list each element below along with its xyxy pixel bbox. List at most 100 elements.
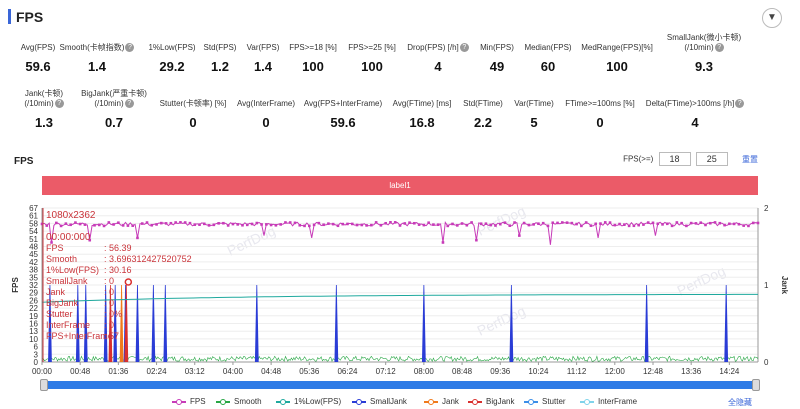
fps-point xyxy=(298,223,302,227)
help-icon[interactable]: ? xyxy=(459,43,469,53)
fps-point xyxy=(217,222,220,225)
legend-item[interactable]: 1%Low(FPS) xyxy=(276,397,341,406)
stat-item: Avg(FTime) [ms] 16.8 xyxy=(367,99,477,130)
fps-point xyxy=(293,221,297,225)
fps-point xyxy=(393,221,397,224)
fps-chart[interactable]: PerfDogPerfDogPerfDogPerfDog676158545148… xyxy=(0,196,800,378)
y-tick-label: 32 xyxy=(29,281,38,290)
stat-label-text: Smooth(卡帧指数) xyxy=(59,43,125,52)
y-right-tick-label: 0 xyxy=(764,358,769,367)
fps-point xyxy=(603,221,607,224)
legend-label: BigJank xyxy=(486,397,515,406)
legend-item[interactable]: InterFrame xyxy=(580,397,637,406)
help-icon[interactable]: ? xyxy=(125,43,135,53)
y-right-tick-label: 2 xyxy=(764,204,769,213)
fps-point xyxy=(498,222,502,226)
x-tick-label: 00:48 xyxy=(70,367,91,376)
fps-point xyxy=(265,223,268,226)
y-tick-label: 58 xyxy=(29,219,38,228)
fps-point xyxy=(632,224,636,228)
fps-point xyxy=(742,224,745,227)
fps-point xyxy=(737,222,741,226)
chevron-down-icon[interactable]: ▼ xyxy=(762,8,782,28)
time-range-scrollbar[interactable] xyxy=(44,381,756,389)
fps-point xyxy=(327,222,330,225)
fps-threshold-input-2[interactable]: 25 xyxy=(695,152,728,166)
stat-label-text: FPS>=25 [%] xyxy=(348,43,396,52)
stat-item: Var(FTime) 5 xyxy=(479,99,589,130)
stat-value: 0 xyxy=(189,115,197,130)
legend-marker-icon xyxy=(524,398,538,405)
scrollbar-right-handle[interactable] xyxy=(752,379,760,391)
segment-label-bar[interactable]: label1 xyxy=(42,176,758,195)
fps-point xyxy=(88,238,92,242)
tooltip-value: : 0 xyxy=(104,320,115,330)
scrollbar-left-handle[interactable] xyxy=(40,379,48,391)
legend-label: SmallJank xyxy=(370,397,407,406)
y-axis-label: FPS xyxy=(11,277,20,293)
header-accent-bar xyxy=(8,9,11,24)
fps-point xyxy=(699,221,703,224)
fps-point xyxy=(55,221,58,225)
fps-point xyxy=(413,221,416,225)
fps-point xyxy=(713,221,717,224)
x-tick-label: 03:12 xyxy=(185,367,206,376)
smalljank-spike xyxy=(48,284,52,363)
help-icon[interactable]: ? xyxy=(735,99,745,109)
fps-header: FPS ▼ xyxy=(0,0,800,34)
fps-point xyxy=(336,224,340,228)
fps-point xyxy=(131,224,134,227)
stat-label-text: Std(FTime) xyxy=(463,99,503,108)
smalljank-spike xyxy=(75,284,80,363)
stat-label-text: Avg(FTime) [ms] xyxy=(392,99,452,108)
stat-label-text: Std(FPS) xyxy=(203,43,237,52)
stat-value: 1.3 xyxy=(34,115,54,130)
fps-threshold-input-1[interactable]: 18 xyxy=(658,152,691,166)
fps-point xyxy=(150,223,154,227)
stat-label: Var(FTime) xyxy=(479,99,589,109)
y-tick-label: 35 xyxy=(29,273,38,282)
legend-item[interactable]: Smooth xyxy=(216,397,262,406)
help-icon[interactable]: ? xyxy=(714,43,724,53)
reset-button[interactable]: 重置 xyxy=(742,154,758,164)
stat-item: Stutter(卡顿率) [%] 0 xyxy=(138,99,248,130)
stat-item: Delta(FTime)>100ms [/h]? 4 xyxy=(640,99,750,130)
tooltip-key: FPS+InterFrame xyxy=(46,331,113,341)
fps-point xyxy=(231,222,235,226)
fps-point xyxy=(322,223,325,227)
help-icon[interactable]: ? xyxy=(54,99,64,109)
legend-item[interactable]: Jank xyxy=(424,397,459,406)
fps-point xyxy=(494,224,497,227)
legend-marker-icon xyxy=(172,398,186,405)
fps-point xyxy=(618,222,621,226)
fps-point xyxy=(260,223,263,226)
fps-point xyxy=(446,224,450,228)
tooltip-value: : 0 xyxy=(104,287,115,297)
legend-item[interactable]: Stutter xyxy=(524,397,566,406)
stat-label-text: 1%Low(FPS) xyxy=(148,43,196,52)
stat-item: FPS>=25 [%] 100 xyxy=(317,43,427,74)
tooltip-row: Stutter: 0% xyxy=(46,309,192,320)
smalljank-spike xyxy=(113,284,118,363)
y-tick-label: 16 xyxy=(29,320,38,329)
fps-point xyxy=(241,223,244,227)
y-tick-label: 6 xyxy=(34,343,39,352)
stat-label: Stutter(卡顿率) [%] xyxy=(138,99,248,109)
x-tick-label: 05:36 xyxy=(299,367,320,376)
fps-point xyxy=(50,241,53,244)
stat-label: MedRange(FPS)[%] xyxy=(562,43,672,53)
fps-point xyxy=(365,224,368,227)
series-1pct-low-line xyxy=(41,293,758,303)
legend-item[interactable]: FPS xyxy=(172,397,206,406)
y-tick-label: 13 xyxy=(29,327,38,336)
stat-value: 49 xyxy=(489,59,505,74)
fps-point xyxy=(422,223,426,227)
stat-item: SmallJank(微小卡顿) (/10min)? 9.3 xyxy=(649,33,759,74)
legend-item[interactable]: SmallJank xyxy=(352,397,407,406)
tooltip-key: Smooth xyxy=(46,254,78,264)
hide-all-button[interactable]: 全隐藏 xyxy=(728,398,752,407)
legend-item[interactable]: BigJank xyxy=(468,397,514,406)
tooltip-row: BigJank: 0 xyxy=(46,298,192,309)
fps-point xyxy=(661,223,664,226)
help-icon[interactable]: ? xyxy=(124,99,134,109)
